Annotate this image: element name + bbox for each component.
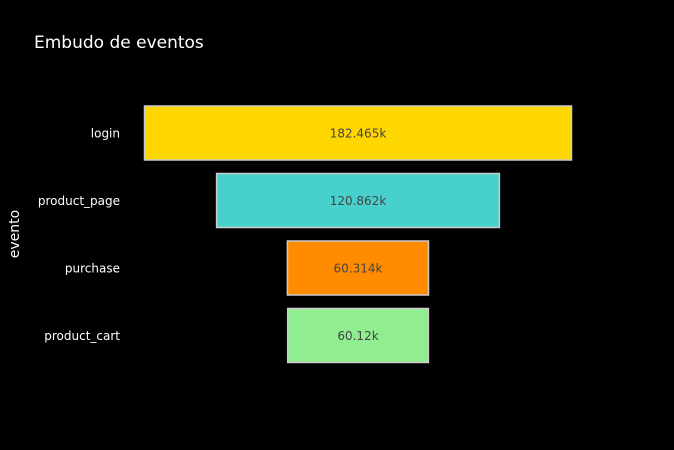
funnel-value-label: 60.314k — [334, 262, 383, 276]
y-axis-title: evento — [7, 210, 23, 258]
funnel-bar-product-page[interactable] — [215, 172, 501, 229]
funnel-value-label: 120.862k — [330, 194, 387, 208]
funnel-value-label: 182.465k — [330, 127, 387, 141]
category-tick-label: login — [91, 127, 120, 141]
funnel-bar-login[interactable] — [143, 105, 573, 161]
category-tick-label: product_page — [38, 194, 120, 208]
funnel-value-label: 60.12k — [337, 329, 378, 343]
chart-title: Embudo de eventos — [34, 33, 204, 53]
category-tick-label: product_cart — [44, 329, 120, 343]
funnel-bar-product-cart[interactable] — [286, 307, 430, 364]
category-tick-label: purchase — [65, 262, 120, 276]
funnel-bar-purchase[interactable] — [286, 240, 430, 296]
